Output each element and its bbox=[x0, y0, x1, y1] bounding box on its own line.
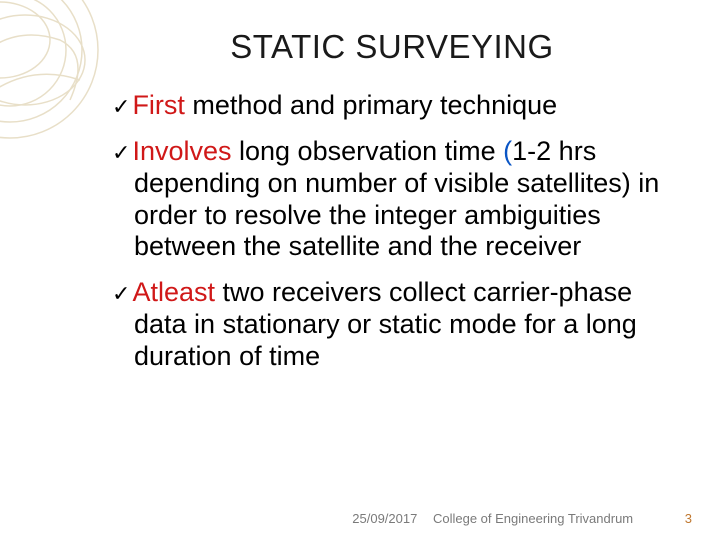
footer-date: 25/09/2017 bbox=[352, 511, 417, 526]
bullet-item: ✓First method and primary technique bbox=[134, 90, 664, 122]
bullet-item: ✓Atleast two receivers collect carrier-p… bbox=[134, 277, 664, 373]
bullet-text: Atleast bbox=[132, 277, 215, 307]
slide: STATIC SURVEYING ✓First method and prima… bbox=[0, 0, 720, 540]
bullet-text: long observation time bbox=[232, 136, 504, 166]
footer-page-number: 3 bbox=[685, 511, 692, 526]
bullet-item: ✓Involves long observation time (1-2 hrs… bbox=[134, 136, 664, 263]
bullet-text: Involves bbox=[132, 136, 231, 166]
footer-org: College of Engineering Trivandrum bbox=[433, 511, 633, 526]
bullet-list: ✓First method and primary technique✓Invo… bbox=[112, 90, 664, 373]
bullet-text: method and primary technique bbox=[185, 90, 557, 120]
bullet-text: ( bbox=[503, 136, 512, 166]
footer: 25/09/2017 College of Engineering Trivan… bbox=[0, 511, 720, 526]
check-icon: ✓ bbox=[112, 140, 130, 165]
check-icon: ✓ bbox=[112, 94, 130, 119]
page-title: STATIC SURVEYING bbox=[100, 28, 684, 66]
check-icon: ✓ bbox=[112, 281, 130, 306]
bullet-text: First bbox=[132, 90, 184, 120]
